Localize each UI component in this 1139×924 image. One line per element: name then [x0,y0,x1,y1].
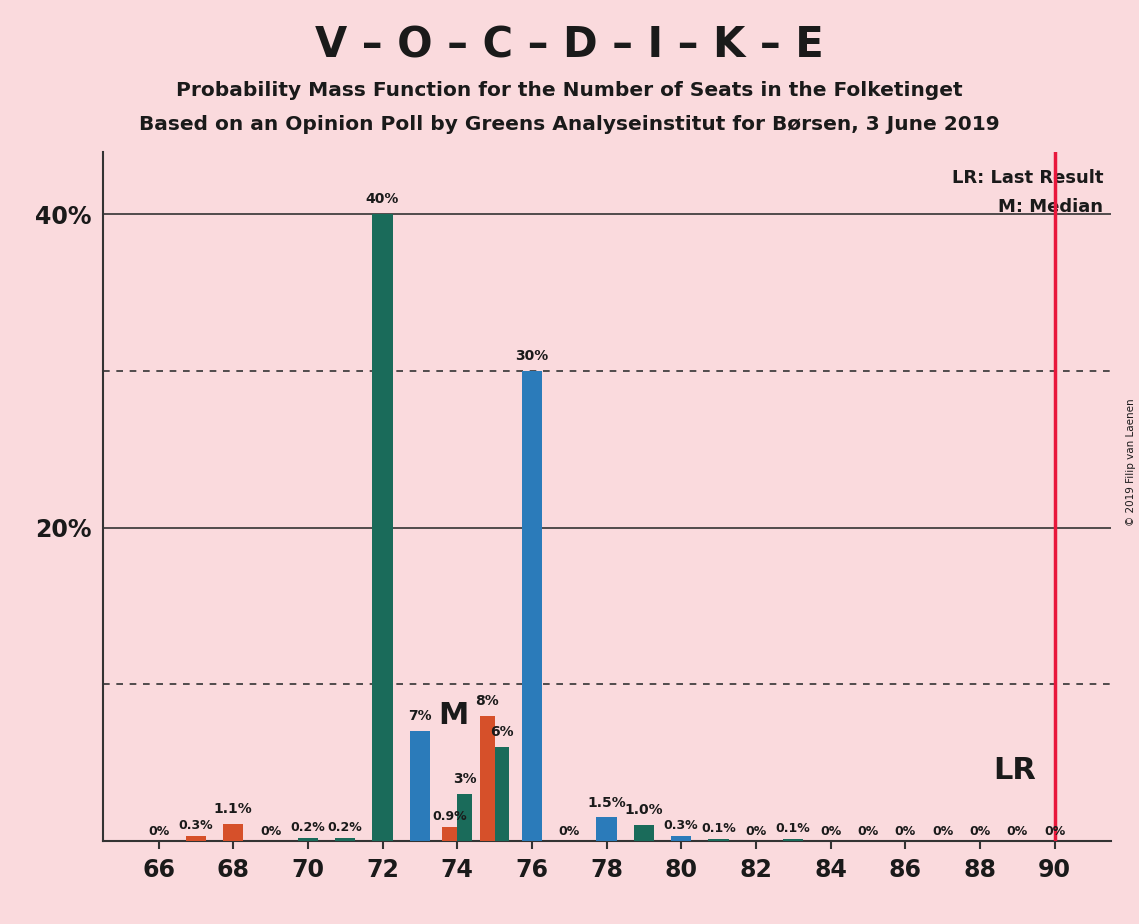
Text: 0%: 0% [969,825,991,838]
Text: © 2019 Filip van Laenen: © 2019 Filip van Laenen [1125,398,1136,526]
Text: 0%: 0% [1044,825,1065,838]
Bar [708,839,729,841]
Text: 1.5%: 1.5% [587,796,626,809]
Text: 0.3%: 0.3% [664,820,698,833]
Text: 0.1%: 0.1% [702,822,736,835]
Text: 0%: 0% [148,825,169,838]
Text: 0%: 0% [745,825,767,838]
Text: Based on an Opinion Poll by Greens Analyseinstitut for Børsen, 3 June 2019: Based on an Opinion Poll by Greens Analy… [139,115,1000,134]
Text: 6%: 6% [490,725,514,739]
Text: 1.1%: 1.1% [214,802,253,816]
Text: M: Median: M: Median [999,198,1104,215]
Text: 40%: 40% [366,192,399,206]
Text: 1.0%: 1.0% [624,803,663,818]
Bar [596,818,617,841]
Text: 0%: 0% [558,825,580,838]
Bar [223,823,244,841]
Text: 0%: 0% [858,825,878,838]
Text: 0.2%: 0.2% [290,821,326,833]
Bar [494,747,509,841]
Bar [442,827,457,841]
Text: LR: LR [993,756,1035,784]
Text: 0%: 0% [260,825,281,838]
Bar [457,794,472,841]
Bar [335,838,355,841]
Text: 30%: 30% [515,349,549,363]
Text: 0.2%: 0.2% [328,821,362,833]
Text: 0%: 0% [932,825,953,838]
Text: 8%: 8% [475,694,499,708]
Bar [410,731,431,841]
Text: 0.3%: 0.3% [179,820,213,833]
Text: LR: Last Result: LR: Last Result [952,169,1104,187]
Text: 0.1%: 0.1% [776,822,811,835]
Text: 7%: 7% [408,710,432,723]
Text: 0.9%: 0.9% [433,809,467,823]
Text: Probability Mass Function for the Number of Seats in the Folketinget: Probability Mass Function for the Number… [177,81,962,101]
Text: 0%: 0% [1007,825,1027,838]
Text: 0%: 0% [820,825,841,838]
Bar [671,836,691,841]
Bar [633,825,654,841]
Bar [372,214,393,841]
Bar [186,836,206,841]
Bar [782,839,803,841]
Text: V – O – C – D – I – K – E: V – O – C – D – I – K – E [316,25,823,67]
Bar [297,838,318,841]
Text: 0%: 0% [894,825,916,838]
Text: M: M [439,701,469,730]
Bar [522,371,542,841]
Bar [480,715,494,841]
Text: 3%: 3% [453,772,476,786]
